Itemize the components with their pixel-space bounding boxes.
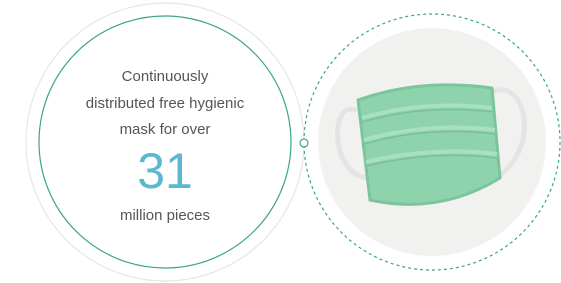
- page: {"text": {"lines": ["Continuously", "dis…: [0, 0, 561, 283]
- highlight-number: 31: [137, 143, 193, 199]
- infographic: Continuously distributed free hygienic m…: [0, 0, 561, 283]
- connector-dot: [300, 139, 308, 147]
- unit-text: million pieces: [120, 207, 210, 224]
- text-line: distributed free hygienic: [86, 95, 245, 112]
- outer-ring: [26, 3, 304, 281]
- text-line: mask for over: [120, 121, 211, 138]
- inner-ring: [39, 16, 291, 268]
- text-line: Continuously: [122, 68, 209, 85]
